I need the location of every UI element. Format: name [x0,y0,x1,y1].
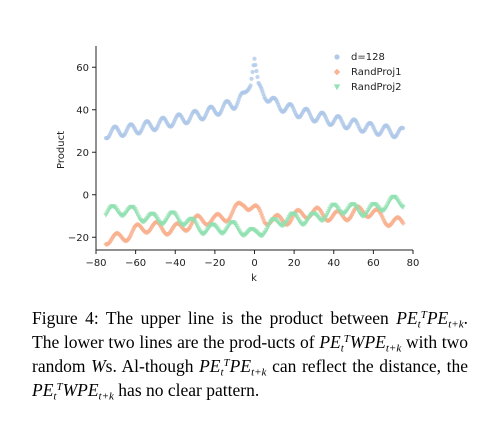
series-randproj2 [103,194,406,239]
legend-label: RandProj1 [351,67,402,78]
legend-marker [334,54,340,60]
ticks: −80 −60 −40 −20 0 20 40 60 80 −20 0 20 40 60 [68,63,419,269]
data-point [255,74,260,80]
data-point [249,76,254,81]
legend-marker [333,68,341,76]
x-tick-label: −40 [165,258,186,269]
data-point [253,62,258,68]
legend: d=128 RandProj1 RandProj2 [333,52,402,93]
legend-label: RandProj2 [351,82,402,93]
series-d-128 [103,56,406,141]
x-tick-label: −80 [85,258,106,269]
y-tick-label: 60 [76,63,89,74]
x-tick-label: 20 [288,258,301,269]
x-tick-label: 40 [327,258,340,269]
data-point [252,56,257,61]
series-randproj1 [103,200,406,247]
data-point [248,83,253,88]
data-point [400,126,406,131]
y-tick-label: −20 [68,233,89,244]
y-tick-label: 40 [76,105,89,116]
caption-label: Figure 4: [32,308,99,328]
math-pe-w-pe: PEtTWPEt+k [319,332,402,355]
figure-caption: Figure 4: The upper line is the product … [32,308,469,403]
legend-marker [333,84,341,91]
x-tick-label: 60 [367,258,380,269]
data-point [400,220,406,226]
math-pe-w-pe-2: PEtTWPEt+k [32,380,114,403]
data-point [400,205,406,210]
data-point [250,69,255,75]
x-tick-label: −60 [125,258,146,269]
x-tick-label: −20 [204,258,225,269]
x-axis-label: k [251,273,257,284]
math-w: W [91,356,106,376]
chart: −80 −60 −40 −20 0 20 40 60 80 −20 0 20 40 60 k Produc… [56,46,419,284]
plot-area [103,56,406,247]
data-point [254,68,259,74]
data-point [255,205,262,211]
y-axis-label: Product [56,131,67,169]
legend-label: d=128 [351,52,385,63]
y-tick-label: 0 [83,190,89,201]
x-tick-label: 0 [251,258,257,269]
x-tick-label: 80 [407,258,420,269]
math-pe-pe-2: PEtTPEt+k [199,356,267,379]
y-tick-label: 20 [76,148,89,159]
math-pe-pe: PEtTPEt+k [396,308,464,331]
